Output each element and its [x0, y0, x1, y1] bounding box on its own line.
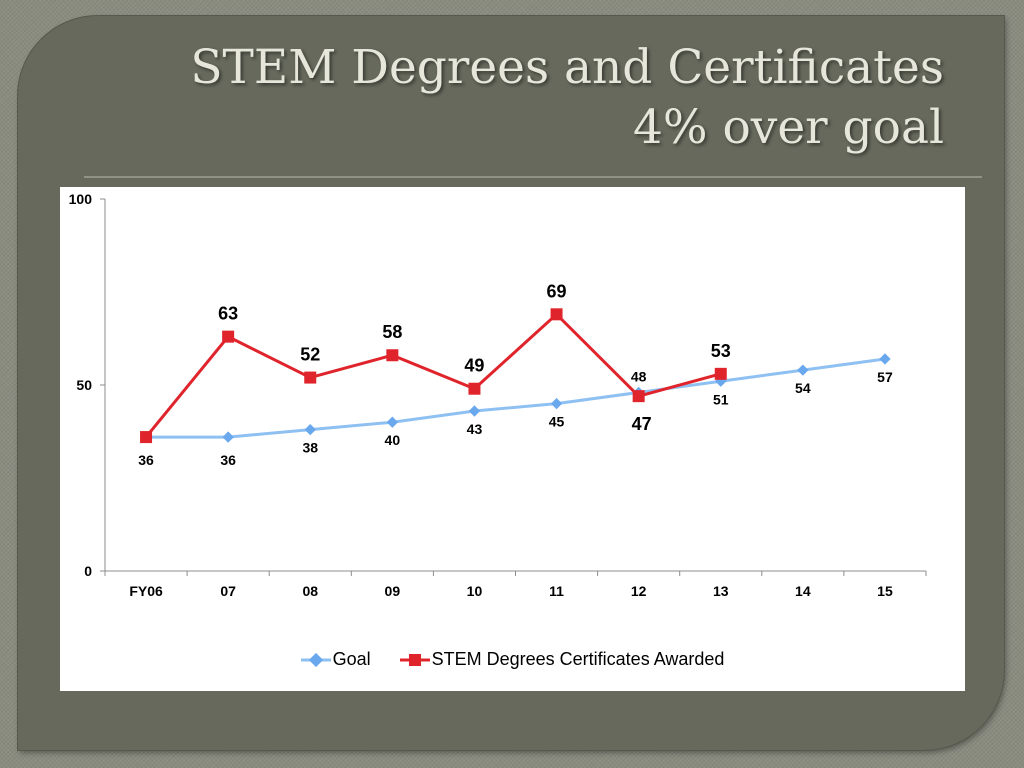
goal-point — [797, 364, 809, 376]
awarded-data-label: 52 — [300, 345, 320, 365]
x-tick-label: FY06 — [129, 583, 163, 599]
slide-title: STEM Degrees and Certificates 4% over go… — [64, 38, 944, 158]
goal-data-label: 51 — [713, 391, 729, 407]
awarded-series-line — [144, 312, 722, 439]
goal-point — [222, 431, 234, 443]
goal-data-label: 43 — [467, 421, 483, 437]
legend-item-awarded: STEM Degrees Certificates Awarded — [399, 649, 725, 670]
awarded-data-label: 47 — [632, 414, 652, 434]
awarded-point — [550, 308, 563, 321]
awarded-point — [632, 390, 645, 403]
awarded-point — [468, 382, 481, 395]
goal-data-label: 45 — [549, 414, 565, 430]
legend-awarded-swatch — [399, 653, 430, 666]
chart-area: 0 50 100 FY06 07 08 09 10 11 12 13 14 15 36 36 38 40 43 45… — [60, 187, 965, 691]
legend-goal-swatch — [300, 652, 331, 667]
awarded-data-label: 69 — [547, 281, 567, 301]
x-tick-label: 15 — [877, 583, 893, 599]
y-tick-label: 0 — [84, 563, 92, 579]
y-tick-label: 100 — [69, 191, 93, 207]
awarded-point — [304, 371, 317, 384]
awarded-data-label: 49 — [464, 356, 484, 376]
goal-series-line — [146, 357, 886, 439]
title-divider — [84, 176, 982, 178]
goal-point — [550, 397, 563, 410]
x-tick-label: 10 — [467, 583, 483, 599]
x-tick-label: 11 — [549, 583, 564, 599]
legend-awarded-label: STEM Degrees Certificates Awarded — [431, 649, 725, 669]
awarded-point — [140, 431, 153, 444]
x-tick-label: 07 — [220, 583, 236, 599]
x-tick-label: 08 — [302, 583, 318, 599]
awarded-point — [386, 349, 399, 362]
title-line-1: STEM Degrees and Certificates — [190, 40, 944, 95]
x-tick-label: 12 — [631, 583, 647, 599]
legend-goal-label: Goal — [332, 649, 371, 669]
x-tick-label: 09 — [385, 583, 401, 599]
awarded-point — [714, 367, 727, 380]
goal-data-label: 36 — [138, 452, 154, 468]
goal-data-label: 48 — [631, 368, 647, 384]
awarded-data-label: 58 — [382, 322, 402, 342]
title-line-2: 4% over goal — [632, 100, 944, 155]
y-tick-label: 50 — [76, 377, 92, 393]
legend: Goal STEM Degrees Certificates Awarded — [60, 649, 965, 673]
goal-point — [304, 423, 316, 436]
x-tick-label: 14 — [795, 583, 811, 599]
awarded-point — [222, 330, 235, 343]
x-tick-label: 13 — [713, 583, 729, 599]
goal-data-label: 36 — [220, 452, 236, 468]
awarded-data-label: 63 — [218, 304, 238, 324]
goal-data-label: 54 — [795, 380, 811, 396]
goal-point — [879, 353, 891, 365]
goal-point — [468, 405, 481, 417]
goal-data-label: 38 — [302, 440, 318, 456]
line-chart: 0 50 100 FY06 07 08 09 10 11 12 13 14 15 36 36 38 40 43 45… — [69, 191, 927, 599]
legend-item-goal: Goal — [300, 649, 371, 670]
goal-data-label: 57 — [877, 369, 893, 385]
goal-point — [386, 416, 399, 428]
awarded-data-label: 53 — [711, 341, 731, 361]
goal-data-label: 40 — [385, 432, 401, 448]
